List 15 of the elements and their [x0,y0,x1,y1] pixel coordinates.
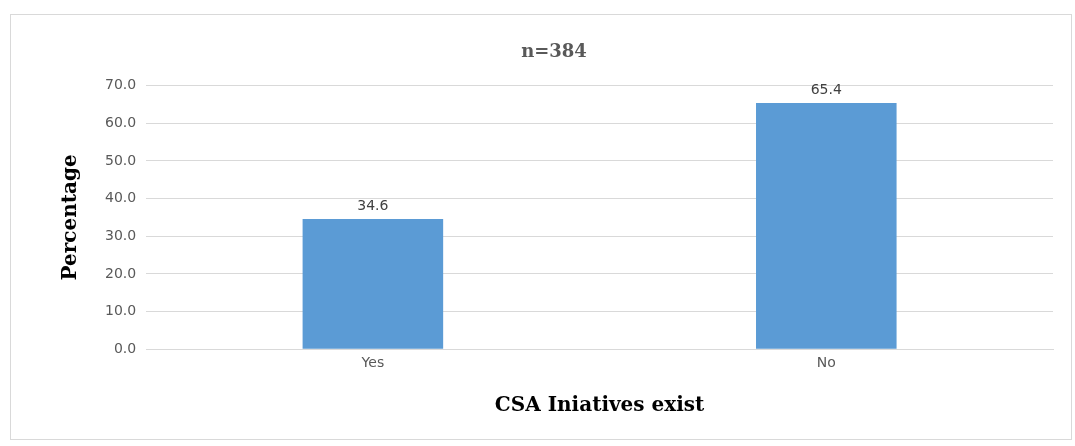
x-tick-label: No [816,354,836,371]
x-tick-label: Yes [360,354,385,371]
y-tick-label: 50.0 [105,151,137,168]
y-tick-label: 40.0 [105,189,137,206]
y-axis-title: Percentage [57,154,82,281]
y-tick-label: 70.0 [105,76,137,93]
y-tick-label: 20.0 [105,264,137,281]
y-tick-label: 10.0 [105,302,137,319]
y-tick-label: 30.0 [105,226,137,243]
data-label: 65.4 [810,80,842,97]
y-tick-label: 0.0 [113,339,137,356]
data-label: 34.6 [357,196,389,213]
x-axis-title: CSA Iniatives exist [494,392,706,417]
y-tick-label: 60.0 [105,113,137,130]
chart-title: n=384 [521,40,587,62]
